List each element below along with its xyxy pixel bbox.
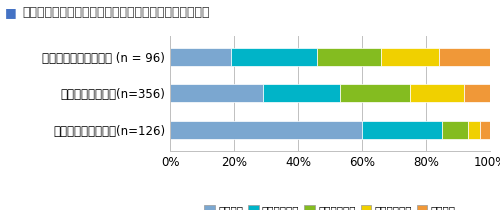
Text: 省エネルギー型ライフスタイルとリビング緑視率の関係: 省エネルギー型ライフスタイルとリビング緑視率の関係 xyxy=(22,6,210,19)
Bar xyxy=(480,121,490,139)
Bar xyxy=(317,48,381,66)
Bar xyxy=(362,121,442,139)
Bar xyxy=(263,84,340,102)
Text: ■: ■ xyxy=(5,6,17,19)
Bar xyxy=(381,48,439,66)
Bar xyxy=(468,121,480,139)
Bar xyxy=(170,48,231,66)
Bar xyxy=(170,84,263,102)
Bar xyxy=(439,48,490,66)
Bar xyxy=(410,84,465,102)
Bar xyxy=(340,84,410,102)
Bar xyxy=(442,121,468,139)
Legend: ２割未満, ２～３割程度, ４～５割程度, ６～７割程度, ８割以上: ２割未満, ２～３割程度, ４～５割程度, ６～７割程度, ８割以上 xyxy=(204,205,456,210)
Bar xyxy=(170,121,362,139)
Bar xyxy=(231,48,317,66)
Bar xyxy=(464,84,490,102)
